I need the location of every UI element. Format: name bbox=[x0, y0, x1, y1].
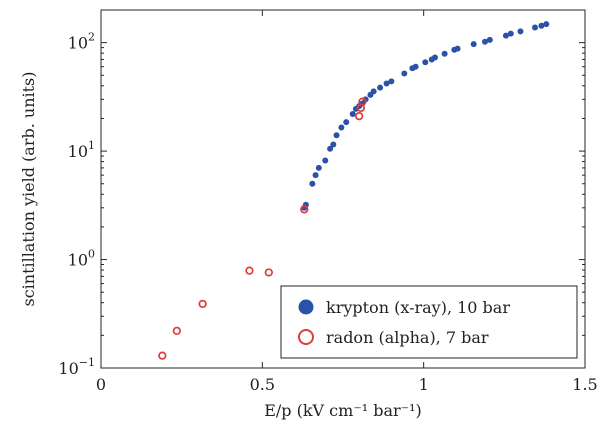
radon-point bbox=[264, 268, 273, 277]
x-tick-label: 1 bbox=[419, 375, 429, 394]
radon-point bbox=[358, 97, 367, 106]
krypton-point bbox=[486, 36, 493, 43]
y-tick-label: 102 bbox=[68, 31, 95, 53]
krypton-point bbox=[531, 24, 538, 31]
x-tick-label: 1.5 bbox=[572, 375, 597, 394]
krypton-point bbox=[327, 145, 334, 152]
krypton-point bbox=[338, 124, 345, 131]
y-tick-exponent: 2 bbox=[88, 31, 95, 44]
y-tick-label: 100 bbox=[68, 248, 95, 270]
krypton-point bbox=[401, 70, 408, 77]
legend-marker-krypton bbox=[298, 299, 314, 315]
krypton-point bbox=[538, 22, 545, 29]
krypton-point bbox=[315, 164, 322, 171]
plot-frame bbox=[100, 9, 586, 369]
y-tick-exponent: 0 bbox=[88, 248, 95, 261]
krypton-point bbox=[333, 132, 340, 139]
y-tick-base: 10 bbox=[58, 359, 78, 378]
radon-point bbox=[158, 351, 167, 360]
krypton-point bbox=[470, 41, 477, 48]
legend-label: radon (alpha), 7 bar bbox=[326, 328, 489, 347]
krypton-point bbox=[322, 157, 329, 164]
radon-point bbox=[198, 299, 207, 309]
data-points bbox=[158, 21, 550, 360]
krypton-point bbox=[422, 59, 429, 66]
y-tick-base: 10 bbox=[68, 142, 88, 161]
legend-marker-radon bbox=[298, 329, 314, 345]
krypton-point bbox=[349, 110, 356, 117]
y-tick-base: 10 bbox=[68, 34, 88, 53]
x-axis-label: E/p (kV cm⁻¹ bar⁻¹) bbox=[264, 401, 422, 420]
y-tick-label: 10−1 bbox=[58, 356, 95, 378]
radon-point bbox=[354, 112, 364, 121]
radon-point bbox=[172, 326, 181, 336]
krypton-point bbox=[388, 78, 395, 85]
krypton-point bbox=[330, 141, 337, 148]
krypton-point bbox=[441, 50, 448, 57]
krypton-point bbox=[370, 88, 377, 95]
krypton-point bbox=[543, 21, 550, 28]
krypton-point bbox=[383, 80, 390, 87]
krypton-point bbox=[312, 172, 319, 179]
krypton-point bbox=[412, 63, 419, 70]
krypton-point bbox=[502, 32, 509, 39]
krypton-point bbox=[517, 28, 524, 35]
y-tick-label: 101 bbox=[68, 139, 95, 161]
krypton-point bbox=[309, 180, 316, 187]
x-tick-label: 0.5 bbox=[250, 375, 275, 394]
radon-point bbox=[245, 266, 254, 275]
x-tick-label: 0 bbox=[96, 375, 106, 394]
legend-label: krypton (x-ray), 10 bar bbox=[326, 298, 510, 317]
y-axis-label: scintillation yield (arb. units) bbox=[19, 71, 38, 306]
y-tick-base: 10 bbox=[68, 251, 88, 270]
radon-point bbox=[300, 205, 309, 214]
krypton-point bbox=[454, 45, 461, 52]
krypton-point bbox=[481, 38, 488, 45]
y-tick-exponent: 1 bbox=[88, 139, 95, 152]
krypton-point bbox=[377, 84, 384, 91]
y-tick-exponent: −1 bbox=[79, 356, 95, 369]
legend-box bbox=[280, 285, 578, 359]
krypton-point bbox=[431, 54, 438, 61]
krypton-point bbox=[507, 30, 514, 37]
legend: krypton (x-ray), 10 bar radon (alpha), 7 … bbox=[280, 285, 578, 359]
krypton-point bbox=[343, 119, 350, 126]
